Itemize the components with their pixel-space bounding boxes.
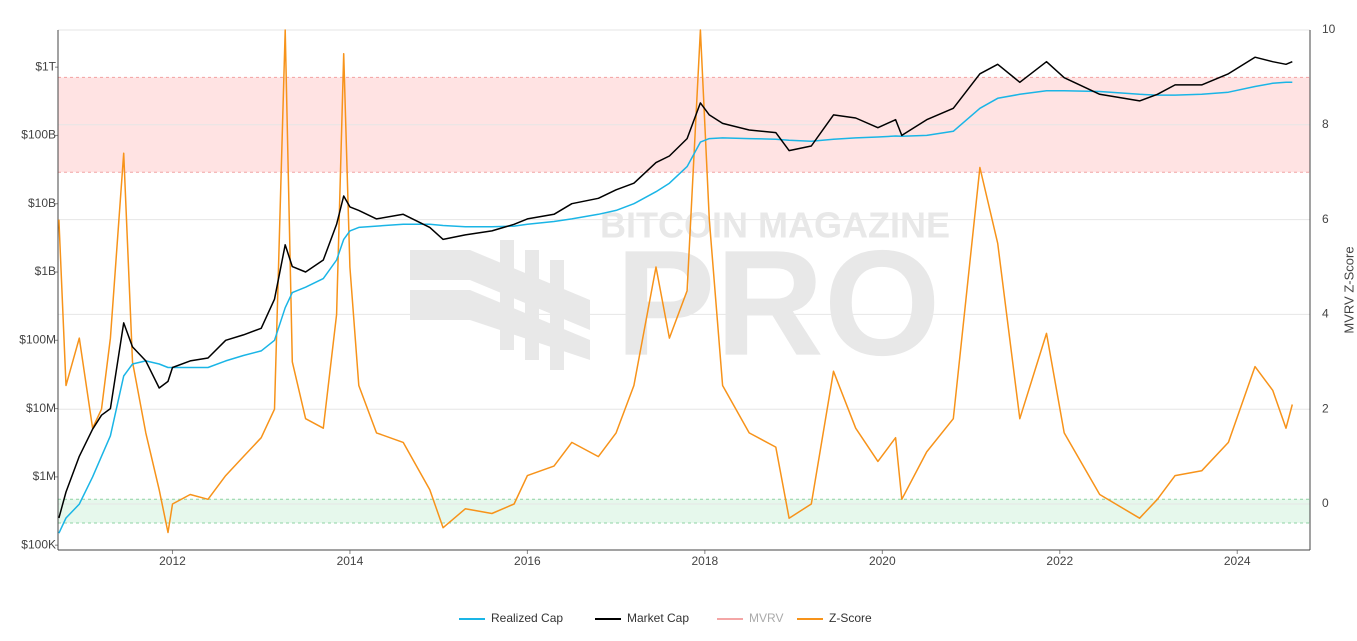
x-tick-label: 2020 [869,554,896,568]
x-tick-label: 2018 [692,554,719,568]
watermark-pro: PRO [615,219,940,387]
band [58,499,1310,523]
y-tick-label: $100M [19,332,56,346]
x-tick-label: 2016 [514,554,541,568]
legend-label[interactable]: Z-Score [829,611,872,625]
y-tick-label: $10B [28,196,56,210]
series-line [58,29,1294,534]
y2-tick-label: 0 [1322,496,1329,510]
series-line [58,56,1293,519]
legend-label[interactable]: Market Cap [627,611,689,625]
y-tick-label: $1T [35,59,56,73]
y2-axis-label: MVRV Z-Score [1341,246,1356,333]
y-tick-label: $100K [21,537,56,551]
y-tick-label: $1B [35,264,56,278]
watermark-icon [410,240,590,370]
x-tick-label: 2014 [337,554,364,568]
legend-label[interactable]: Realized Cap [491,611,563,625]
x-tick-label: 2022 [1046,554,1073,568]
y2-tick-label: 8 [1322,117,1329,131]
y-tick-label: $1M [33,469,56,483]
y2-tick-label: 4 [1322,307,1329,321]
legend-label[interactable]: MVRV [749,611,783,625]
x-tick-label: 2012 [159,554,186,568]
x-tick-label: 2024 [1224,554,1251,568]
y-tick-label: $100B [21,128,56,142]
y2-tick-label: 6 [1322,212,1329,226]
watermark: BITCOIN MAGAZINE PRO [410,205,950,387]
y2-tick-label: 10 [1322,22,1336,36]
series-line [58,81,1293,534]
y-tick-label: $10M [26,401,56,415]
y2-tick-label: 2 [1322,401,1329,415]
watermark-title: BITCOIN MAGAZINE [600,205,950,246]
